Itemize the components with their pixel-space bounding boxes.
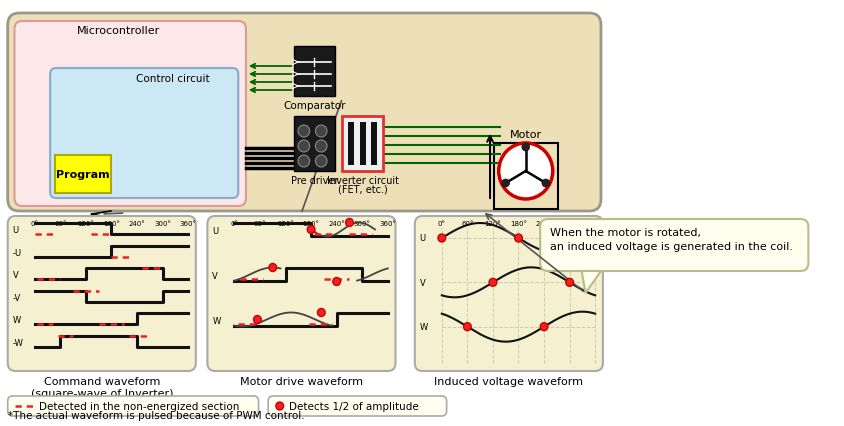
Text: Comparator: Comparator bbox=[283, 101, 345, 111]
Text: Detects 1/2 of amplitude: Detects 1/2 of amplitude bbox=[289, 401, 419, 411]
Circle shape bbox=[275, 402, 284, 410]
Bar bbox=[371, 123, 376, 166]
FancyBboxPatch shape bbox=[539, 219, 808, 271]
Text: Control circuit: Control circuit bbox=[135, 74, 209, 84]
Text: 360°: 360° bbox=[379, 221, 396, 227]
Circle shape bbox=[315, 155, 327, 167]
Text: 180°: 180° bbox=[510, 221, 527, 227]
Text: W: W bbox=[212, 317, 220, 325]
Text: 360°: 360° bbox=[586, 221, 603, 227]
Text: 240°: 240° bbox=[128, 221, 145, 227]
Circle shape bbox=[437, 234, 445, 242]
Circle shape bbox=[298, 126, 309, 138]
Text: U: U bbox=[212, 227, 218, 236]
FancyBboxPatch shape bbox=[8, 216, 196, 371]
Text: 60°: 60° bbox=[253, 221, 266, 227]
FancyBboxPatch shape bbox=[207, 216, 395, 371]
Text: -W: -W bbox=[13, 338, 24, 347]
Text: V: V bbox=[212, 272, 218, 281]
Circle shape bbox=[315, 141, 327, 153]
Bar bbox=[294, 47, 334, 97]
Text: 300°: 300° bbox=[354, 221, 371, 227]
Text: 0°: 0° bbox=[30, 221, 39, 227]
Circle shape bbox=[522, 144, 529, 152]
Text: Detected in the non-energized section: Detected in the non-energized section bbox=[39, 401, 239, 411]
Bar bbox=[493, 144, 557, 210]
FancyBboxPatch shape bbox=[414, 216, 602, 371]
Circle shape bbox=[541, 180, 549, 187]
Circle shape bbox=[253, 316, 261, 324]
Text: 360°: 360° bbox=[180, 221, 197, 227]
Text: 0°: 0° bbox=[437, 221, 446, 227]
Circle shape bbox=[315, 126, 327, 138]
Circle shape bbox=[345, 219, 353, 227]
Circle shape bbox=[489, 279, 496, 287]
Text: -V: -V bbox=[13, 293, 21, 302]
FancyBboxPatch shape bbox=[50, 69, 238, 199]
Circle shape bbox=[565, 279, 573, 287]
Text: an induced voltage is generated in the coil.: an induced voltage is generated in the c… bbox=[549, 242, 792, 251]
Text: 0°: 0° bbox=[230, 221, 238, 227]
Bar bbox=[360, 123, 365, 166]
Text: 120°: 120° bbox=[78, 221, 95, 227]
FancyBboxPatch shape bbox=[268, 396, 446, 416]
Bar bbox=[294, 117, 334, 172]
Circle shape bbox=[333, 278, 340, 286]
Text: U: U bbox=[13, 226, 19, 235]
FancyBboxPatch shape bbox=[8, 14, 600, 211]
Text: 120°: 120° bbox=[484, 221, 500, 227]
Text: Motor: Motor bbox=[509, 130, 541, 140]
Bar bbox=[348, 123, 354, 166]
Text: V: V bbox=[419, 278, 425, 287]
Circle shape bbox=[498, 144, 552, 199]
Text: 60°: 60° bbox=[54, 221, 67, 227]
Circle shape bbox=[298, 155, 309, 167]
FancyBboxPatch shape bbox=[14, 22, 246, 207]
Circle shape bbox=[463, 323, 471, 331]
Text: 240°: 240° bbox=[535, 221, 552, 227]
Text: 300°: 300° bbox=[560, 221, 577, 227]
Text: Motor drive waveform: Motor drive waveform bbox=[240, 376, 363, 386]
Text: (FET, etc.): (FET, etc.) bbox=[338, 184, 387, 195]
Text: 60°: 60° bbox=[461, 221, 473, 227]
Text: V: V bbox=[13, 271, 19, 279]
Bar bbox=[342, 117, 382, 172]
Text: When the motor is rotated,: When the motor is rotated, bbox=[549, 227, 700, 237]
FancyBboxPatch shape bbox=[8, 396, 258, 416]
Circle shape bbox=[539, 323, 547, 331]
Text: U: U bbox=[419, 234, 425, 243]
Text: *The actual waveform is pulsed because of PWM control.: *The actual waveform is pulsed because o… bbox=[8, 410, 304, 420]
Polygon shape bbox=[581, 271, 600, 294]
Circle shape bbox=[514, 234, 522, 242]
Circle shape bbox=[307, 226, 315, 234]
Bar bbox=[55, 155, 111, 193]
Text: W: W bbox=[13, 315, 21, 324]
Text: (square-wave of Inverter): (square-wave of Inverter) bbox=[30, 388, 173, 398]
Circle shape bbox=[268, 264, 276, 272]
Text: -U: -U bbox=[13, 248, 22, 257]
Text: Command waveform: Command waveform bbox=[44, 376, 160, 386]
Text: 180°: 180° bbox=[103, 221, 120, 227]
Text: Microcontroller: Microcontroller bbox=[77, 26, 160, 36]
Circle shape bbox=[317, 309, 325, 317]
Text: Pre driver: Pre driver bbox=[290, 176, 338, 186]
Circle shape bbox=[501, 180, 509, 187]
Text: W: W bbox=[419, 322, 427, 331]
Text: 300°: 300° bbox=[154, 221, 170, 227]
Text: Program: Program bbox=[56, 170, 110, 180]
Text: 240°: 240° bbox=[328, 221, 344, 227]
Text: 180°: 180° bbox=[302, 221, 319, 227]
Text: Induced voltage waveform: Induced voltage waveform bbox=[434, 376, 582, 386]
Circle shape bbox=[298, 141, 309, 153]
Text: 120°: 120° bbox=[277, 221, 294, 227]
Text: Inverter circuit: Inverter circuit bbox=[327, 176, 398, 186]
